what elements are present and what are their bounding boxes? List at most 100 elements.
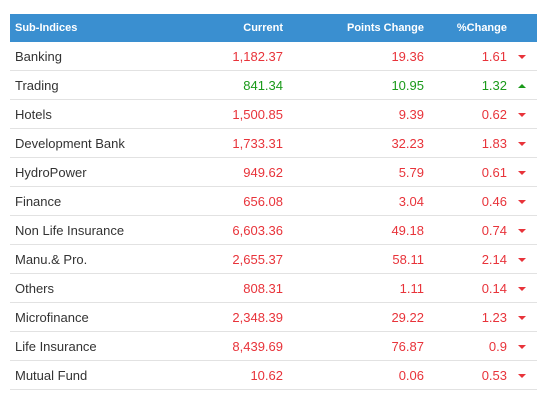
table-row: Trading 841.34 10.95 1.32 [10,70,537,100]
value-cell: 10.62 [200,360,289,390]
trend-arrow [518,374,526,379]
trend-arrow [518,142,526,147]
value-cell: 1.61 [424,42,507,71]
trend-cell [507,273,537,303]
header-cell: Points Change [289,14,424,42]
trend-cell [507,331,537,361]
trend-icon [518,113,526,118]
trend-icon [518,374,526,379]
trend-arrow [518,316,526,321]
trend-icon [518,345,526,350]
table-row: Others 808.31 1.11 0.14 [10,273,537,303]
trend-icon [518,84,526,89]
value-cell: 8,439.69 [200,331,289,361]
trend-cell [507,42,537,71]
sub-indices-panel: Sub-Indices Current Points Change %Chang… [10,14,537,390]
value-cell: 3.04 [289,186,424,216]
value-cell: 1,500.85 [200,99,289,129]
trend-arrow [518,55,526,60]
trend-cell [507,70,537,100]
value-cell: 0.62 [424,99,507,129]
header-row: Sub-Indices Current Points Change %Chang… [10,14,537,42]
value-cell: 808.31 [200,273,289,303]
index-name: Manu.& Pro. [10,244,200,274]
value-cell: 0.14 [424,273,507,303]
value-cell: 1.83 [424,128,507,158]
trend-arrow [518,258,526,263]
trend-icon [518,287,526,292]
header-cell: Sub-Indices [10,14,200,42]
index-name: Development Bank [10,128,200,158]
trend-icon [518,171,526,176]
value-cell: 9.39 [289,99,424,129]
trend-icon [518,229,526,234]
value-cell: 58.11 [289,244,424,274]
value-cell: 0.46 [424,186,507,216]
table-row: Banking 1,182.37 19.36 1.61 [10,42,537,71]
index-name: Hotels [10,99,200,129]
trend-cell [507,186,537,216]
index-name: Banking [10,42,200,71]
index-name: Life Insurance [10,331,200,361]
value-cell: 949.62 [200,157,289,187]
table-row: Mutual Fund 10.62 0.06 0.53 [10,360,537,390]
trend-arrow [518,113,526,118]
trend-cell [507,302,537,332]
table-row: Manu.& Pro. 2,655.37 58.11 2.14 [10,244,537,274]
trend-arrow [518,171,526,176]
trend-icon [518,200,526,205]
header-cell: %Change [424,14,507,42]
value-cell: 0.74 [424,215,507,245]
trend-arrow [518,229,526,234]
value-cell: 2,655.37 [200,244,289,274]
trend-arrow [518,345,526,350]
trend-icon [518,142,526,147]
trend-icon [518,316,526,321]
table-row: Finance 656.08 3.04 0.46 [10,186,537,216]
value-cell: 656.08 [200,186,289,216]
value-cell: 0.06 [289,360,424,390]
trend-arrow [518,287,526,292]
index-name: Finance [10,186,200,216]
trend-cell [507,360,537,390]
value-cell: 1,182.37 [200,42,289,71]
value-cell: 10.95 [289,70,424,100]
value-cell: 1.11 [289,273,424,303]
value-cell: 0.9 [424,331,507,361]
table-body: Banking 1,182.37 19.36 1.61 Trading 841.34 10.… [10,42,537,390]
value-cell: 2.14 [424,244,507,274]
index-name: Microfinance [10,302,200,332]
value-cell: 32.23 [289,128,424,158]
value-cell: 76.87 [289,331,424,361]
value-cell: 49.18 [289,215,424,245]
header-cell: Current [200,14,289,42]
trend-cell [507,215,537,245]
sub-indices-table: Sub-Indices Current Points Change %Chang… [10,14,537,390]
table-row: Hotels 1,500.85 9.39 0.62 [10,99,537,129]
trend-arrow [518,84,526,89]
index-name: Trading [10,70,200,100]
trend-cell [507,128,537,158]
index-name: HydroPower [10,157,200,187]
trend-cell [507,157,537,187]
header-cell [507,14,537,42]
index-name: Others [10,273,200,303]
value-cell: 1.32 [424,70,507,100]
table-row: HydroPower 949.62 5.79 0.61 [10,157,537,187]
index-name: Non Life Insurance [10,215,200,245]
table-row: Development Bank 1,733.31 32.23 1.83 [10,128,537,158]
trend-cell [507,99,537,129]
trend-cell [507,244,537,274]
value-cell: 2,348.39 [200,302,289,332]
table-row: Life Insurance 8,439.69 76.87 0.9 [10,331,537,361]
value-cell: 29.22 [289,302,424,332]
value-cell: 19.36 [289,42,424,71]
value-cell: 1,733.31 [200,128,289,158]
trend-icon [518,55,526,60]
index-name: Mutual Fund [10,360,200,390]
value-cell: 841.34 [200,70,289,100]
trend-arrow [518,200,526,205]
trend-icon [518,258,526,263]
value-cell: 6,603.36 [200,215,289,245]
